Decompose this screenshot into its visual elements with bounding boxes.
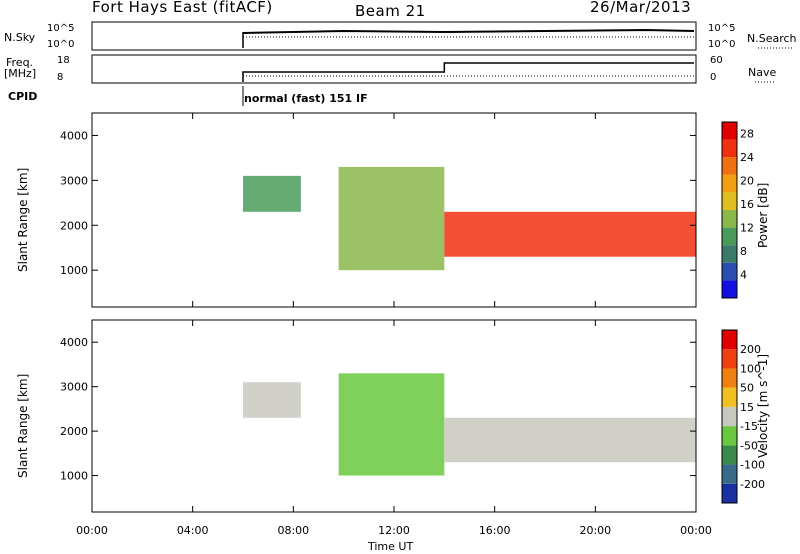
velocity-colorbar-segment <box>722 445 737 465</box>
freq-bottom-tick: 8 <box>57 72 64 83</box>
power-colorbar-tick: 8 <box>740 245 747 258</box>
xtick-label: 04:00 <box>177 524 209 537</box>
power-colorbar-segment <box>722 262 737 281</box>
power-colorbar-tick: 20 <box>740 175 754 188</box>
power-ytick-label: 1000 <box>60 264 88 277</box>
nsearch-label: N.Search <box>747 32 797 45</box>
nave-top-tick: 60 <box>710 55 723 66</box>
power-colorbar-frame <box>721 121 738 299</box>
power-colorbar-segment <box>722 139 737 158</box>
xtick-label: 20:00 <box>579 524 611 537</box>
velocity-colorbar-segment <box>722 387 737 407</box>
xtick-label: 16:00 <box>479 524 511 537</box>
power-colorbar-segment <box>722 174 737 193</box>
freq-unit-label: [MHz] <box>4 67 37 80</box>
velocity-colorbar-tick: 50 <box>740 382 754 395</box>
nave-bottom-tick: 0 <box>710 72 717 83</box>
nsky-top-tick: 10^5 <box>47 23 75 34</box>
power-colorbar-segment <box>722 157 737 175</box>
power-colorbar-tick: 24 <box>740 151 754 164</box>
velocity-ytick-label: 3000 <box>60 381 88 394</box>
power-echo-region <box>338 166 445 271</box>
velocity-ytick-label: 4000 <box>60 336 88 349</box>
velocity-echo-region <box>444 417 696 463</box>
cpid-label: CPID <box>8 90 38 103</box>
velocity-colorbar-segment <box>722 406 737 427</box>
nsearch-top-tick: 10^5 <box>708 23 736 34</box>
velocity-colorbar-segment <box>722 368 737 388</box>
velocity-colorbar-segment <box>722 330 737 350</box>
velocity-colorbar-segment <box>722 349 737 369</box>
velocity-echo-region <box>243 382 301 418</box>
cpid-text: normal (fast) 151 IF <box>244 92 368 105</box>
nsky-trace <box>242 28 695 34</box>
power-colorbar-segment <box>722 280 737 298</box>
velocity-colorbar-tick: -50 <box>740 439 758 452</box>
xtick-label: 08:00 <box>277 524 309 537</box>
velocity-colorbar-tick: 200 <box>740 343 761 356</box>
xtick-label: 12:00 <box>378 524 410 537</box>
velocity-colorbar-segment <box>722 483 737 503</box>
velocity-echo-region <box>338 373 445 476</box>
power-colorbar-tick: 16 <box>740 198 754 211</box>
power-ytick-label: 3000 <box>60 174 88 187</box>
xtick-label: 00:00 <box>76 524 108 537</box>
beam-label: Beam 21 <box>355 2 426 20</box>
power-colorbar-segment <box>722 122 737 140</box>
chart-title: Fort Hays East (fitACF) <box>92 0 273 16</box>
velocity-colorbar-tick: 100 <box>740 362 761 375</box>
nsky-panel <box>91 21 697 51</box>
date-label: 26/Mar/2013 <box>590 0 692 16</box>
nsearch-bottom-tick: 10^0 <box>708 39 736 50</box>
freq-panel <box>91 54 697 84</box>
power-colorbar-segment <box>722 210 737 228</box>
power-echo-region <box>444 211 696 257</box>
power-colorbar-segment <box>722 245 737 263</box>
power-ytick-label: 4000 <box>60 129 88 142</box>
power-colorbar-tick: 4 <box>740 269 747 282</box>
velocity-ytick-label: 2000 <box>60 425 88 438</box>
velocity-colorbar-tick: -100 <box>740 459 765 472</box>
nsky-label: N.Sky <box>4 31 36 44</box>
power-colorbar-tick: 28 <box>740 128 754 141</box>
freq-trace <box>242 62 694 82</box>
freq-label: Freq. <box>6 56 34 69</box>
xtick-label: 00:00 <box>680 524 712 537</box>
nsky-bottom-tick: 10^0 <box>47 39 75 50</box>
power-colorbar-segment <box>722 227 737 246</box>
velocity-colorbar-frame <box>721 329 738 504</box>
nave-label: Nave <box>748 66 777 79</box>
velocity-colorbar-tick: 15 <box>740 401 754 414</box>
velocity-ytick-label: 1000 <box>60 470 88 483</box>
power-echo-region <box>243 175 301 212</box>
velocity-colorbar-tick: -15 <box>740 420 758 433</box>
power-colorbar-tick: 12 <box>740 222 754 235</box>
power-ytick-label: 2000 <box>60 219 88 232</box>
power-colorbar-segment <box>722 192 737 210</box>
velocity-colorbar-segment <box>722 464 737 484</box>
xaxis-title: Time UT <box>368 540 414 553</box>
freq-top-tick: 18 <box>57 55 70 66</box>
velocity-colorbar-tick: -200 <box>740 478 765 491</box>
velocity-colorbar-segment <box>722 426 737 446</box>
